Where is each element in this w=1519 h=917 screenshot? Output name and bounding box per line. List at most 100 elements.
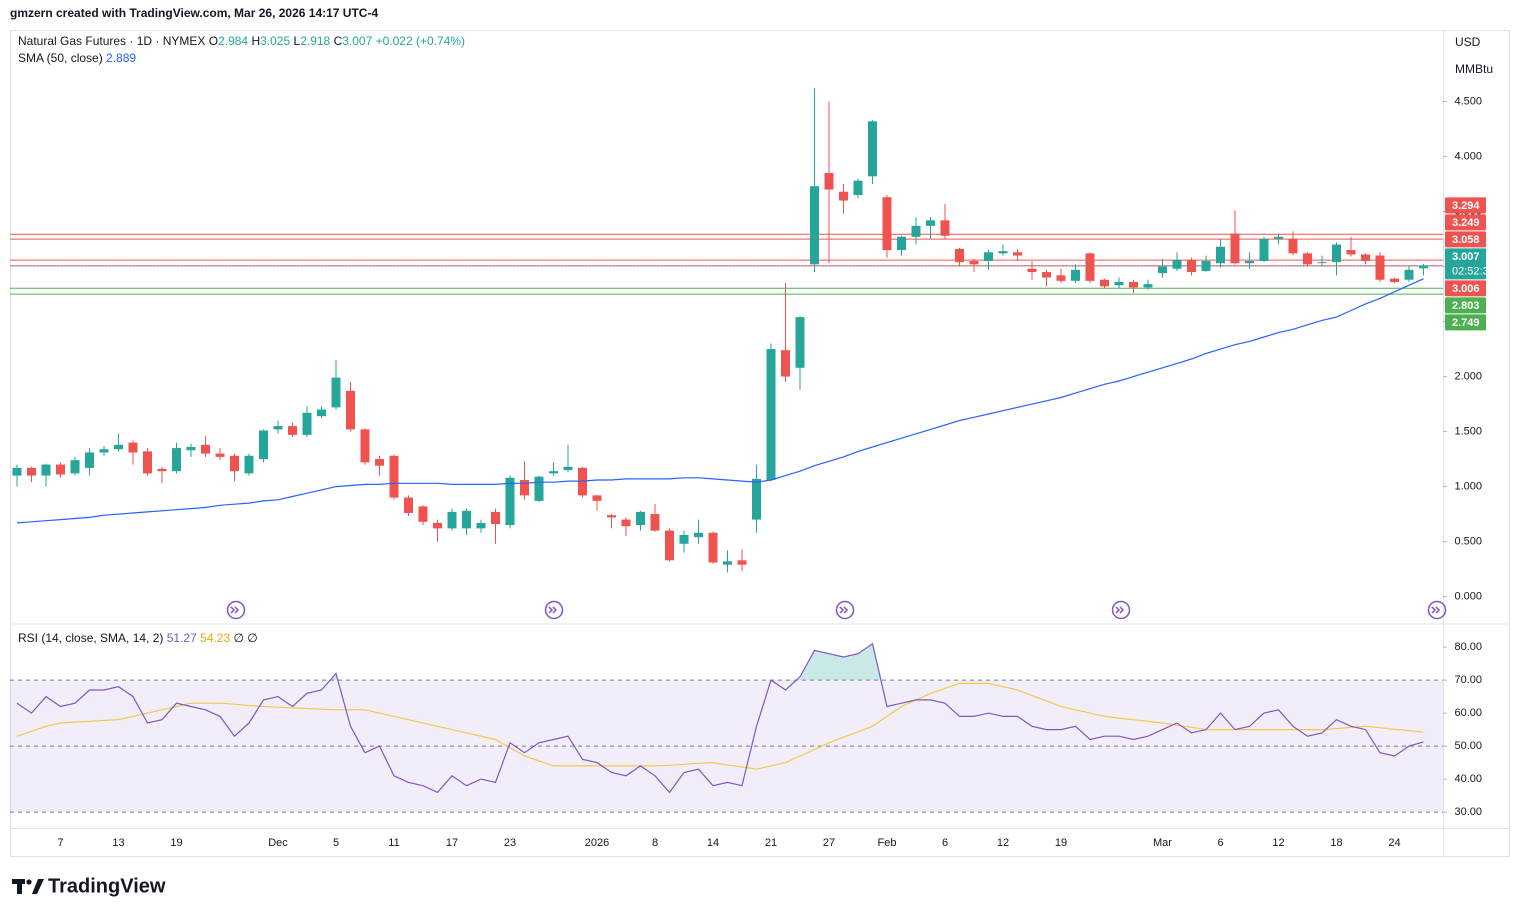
y-tick-label: 1.500 — [1454, 425, 1482, 437]
candle-body — [1259, 239, 1269, 262]
candle-body — [650, 514, 660, 531]
y-tick-label: 2.000 — [1454, 370, 1482, 382]
change: +0.022 — [376, 34, 413, 48]
event-markers — [226, 600, 1447, 620]
y-tick-label: 60.00 — [1454, 707, 1482, 719]
candle-body — [810, 186, 819, 265]
symbol-title: Natural Gas Futures · 1D · NYMEX — [18, 34, 205, 48]
candle-body — [1375, 255, 1385, 280]
candle-body — [897, 236, 906, 251]
candle-body — [476, 522, 486, 529]
candles — [10, 88, 1443, 573]
candle-body — [447, 511, 457, 529]
x-tick-label: 18 — [1330, 837, 1342, 849]
price-line-label: 3.006 — [1452, 283, 1480, 295]
candle-body — [940, 220, 950, 236]
candle-body — [984, 252, 993, 262]
candle-body — [1419, 265, 1428, 269]
candle-body — [1346, 250, 1356, 255]
candle-body — [708, 532, 718, 563]
candle-body — [1056, 275, 1066, 281]
event-marker[interactable] — [226, 600, 246, 620]
candle-body — [1404, 269, 1414, 280]
candle-body — [752, 478, 761, 520]
candle-body — [230, 455, 239, 472]
candle-body — [1129, 281, 1138, 288]
event-marker[interactable] — [1427, 600, 1447, 620]
candle-body — [534, 476, 544, 501]
candle-body — [737, 560, 747, 565]
candle-body — [868, 121, 877, 177]
plot-layer: 0.0000.5001.0001.5002.0002.5003.0003.500… — [10, 88, 1495, 849]
candle-body — [375, 459, 384, 466]
x-tick-label: 2026 — [585, 837, 609, 849]
candle-body — [215, 453, 225, 457]
candle-body — [1100, 279, 1109, 287]
candle-body — [157, 468, 167, 472]
currency[interactable]: USD — [1455, 35, 1481, 49]
candle-body — [1013, 252, 1022, 256]
event-marker[interactable] — [544, 600, 564, 620]
sma-legend: SMA (50, close) 2.889 — [18, 51, 136, 65]
candle-body — [201, 444, 210, 454]
candle-body — [795, 317, 805, 368]
candle-body — [998, 251, 1008, 254]
candle-body — [1361, 254, 1370, 262]
candle-body — [99, 449, 109, 453]
watermark: gmzern created with TradingView.com, Mar… — [10, 6, 378, 20]
candle-body — [549, 471, 558, 474]
overbought-fill — [330, 643, 881, 681]
x-tick-label: 5 — [333, 837, 339, 849]
x-tick-label: 12 — [997, 837, 1009, 849]
candle-body — [1071, 269, 1080, 281]
price-line-label: 2.749 — [1452, 317, 1480, 329]
price-line-badge — [1445, 314, 1486, 331]
candle-body — [1390, 278, 1399, 282]
price-line-badge — [1445, 280, 1486, 297]
price-line-label: 2.803 — [1452, 300, 1480, 312]
x-tick-label: 12 — [1272, 837, 1284, 849]
candle-body — [824, 173, 834, 190]
candle-body — [70, 460, 80, 474]
candle-body — [85, 452, 94, 468]
sma-name: SMA (50, close) — [18, 51, 103, 65]
candle-body — [607, 515, 616, 518]
rsi-lines — [16, 642, 1424, 794]
candle-body — [360, 429, 370, 463]
ohlc-prefix: H — [251, 34, 260, 48]
x-tick-label: 13 — [112, 837, 124, 849]
candle-body — [317, 409, 326, 417]
event-marker[interactable] — [1111, 600, 1131, 620]
brand-logo — [12, 879, 44, 894]
ohlc-value: 3.025 — [260, 34, 290, 48]
candle-body — [679, 534, 689, 544]
x-tick-label: 19 — [1055, 837, 1067, 849]
ohlc-prefix: C — [334, 34, 343, 48]
candle-body — [418, 506, 428, 522]
candle-body — [41, 464, 51, 476]
rsi-background-layer — [10, 679, 1443, 813]
candle-body — [563, 466, 573, 471]
ohlc-prefix: O — [209, 34, 218, 48]
candle-body — [27, 467, 36, 476]
candle-body — [186, 446, 196, 451]
candle-body — [1274, 236, 1283, 240]
candle-body — [433, 522, 442, 529]
candle-body — [12, 467, 22, 476]
chart-frame — [10, 30, 1510, 857]
event-marker[interactable] — [835, 600, 855, 620]
candle-body — [1158, 266, 1167, 274]
change-pct: (+0.74%) — [416, 34, 465, 48]
price-line-label: 3.249 — [1452, 217, 1480, 229]
candle-body — [346, 390, 355, 430]
x-tick-label: 11 — [388, 837, 399, 849]
candle-body — [1332, 244, 1341, 263]
candle-body — [882, 197, 892, 251]
brand-name: TradingView — [48, 875, 166, 897]
price-line-badge — [1445, 231, 1486, 248]
candle-body — [1027, 268, 1037, 273]
rsi-sma-value: 54.23 — [200, 631, 230, 645]
x-tick-label: Feb — [878, 837, 897, 849]
unit[interactable]: MMBtu — [1455, 62, 1493, 76]
